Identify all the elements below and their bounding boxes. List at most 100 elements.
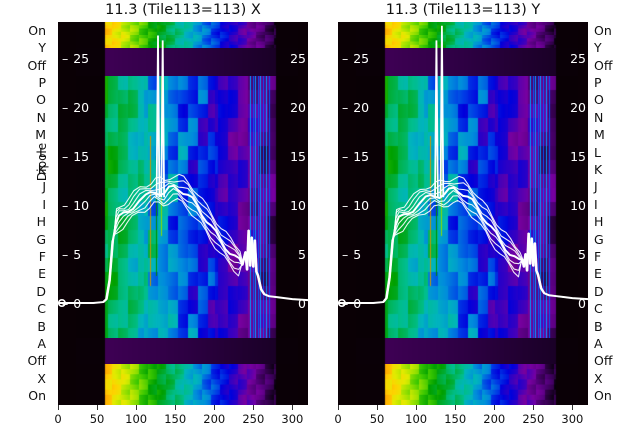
category-axis-right: On Y Off P O N M L K J I H G F E D C B A Off X On bbox=[590, 22, 626, 405]
inner-ytick-right-10: 10 bbox=[570, 198, 586, 213]
panel-right-margin bbox=[578, 22, 588, 405]
heat-strip-gap bbox=[338, 338, 588, 364]
panel-left-margin bbox=[338, 22, 356, 405]
panel-title-y: 11.3 (Tile113=113) Y bbox=[385, 2, 541, 18]
x-tick-label-50: 50 bbox=[89, 412, 105, 426]
inner-ytick-left-15: – 15 bbox=[62, 149, 90, 164]
overlay-trace bbox=[58, 193, 308, 304]
inner-ytick-left-5: – 5 bbox=[62, 247, 82, 262]
overlay-trace bbox=[58, 197, 308, 304]
x-tick-label-50: 50 bbox=[369, 412, 385, 426]
inner-ytick-left-25: – 25 bbox=[342, 51, 370, 66]
x-tick-100 bbox=[136, 405, 138, 410]
category-tick-right-on-21: On bbox=[594, 388, 612, 404]
category-tick-left-y-1: Y bbox=[38, 40, 46, 56]
inner-ytick-left-5: – 5 bbox=[342, 247, 362, 262]
category-tick-right-c-16: C bbox=[594, 301, 603, 317]
overlay-curve bbox=[58, 35, 308, 307]
category-axis-left: On Y Off P O N M L K J I H G F E D C B A Off X On bbox=[14, 22, 50, 405]
category-tick-right-i-10: I bbox=[594, 196, 598, 212]
x-tick-label-200: 200 bbox=[203, 412, 226, 426]
heatmap-panel-y[interactable]: – 0 0– 5 5– 10 10– 15 15– 20 20– 25 25 bbox=[338, 22, 588, 405]
x-tick-50 bbox=[377, 405, 379, 410]
category-tick-right-k-8: K bbox=[594, 161, 603, 177]
category-tick-right-o-4: O bbox=[594, 92, 604, 108]
heat-strip bbox=[58, 364, 308, 405]
category-tick-left-g-12: G bbox=[36, 231, 46, 247]
x-tick-label-150: 150 bbox=[164, 412, 187, 426]
category-tick-left-l-7: L bbox=[39, 144, 46, 160]
overlay-curve bbox=[338, 25, 588, 307]
x-tick-300 bbox=[572, 405, 574, 410]
x-tick-200 bbox=[214, 405, 216, 410]
category-tick-right-p-3: P bbox=[594, 74, 602, 90]
x-axis-panel-y: 0 50 100 150 200 250 300 bbox=[334, 405, 588, 439]
category-tick-left-e-14: E bbox=[38, 266, 46, 282]
x-tick-label-250: 250 bbox=[522, 412, 545, 426]
category-tick-left-x-20: X bbox=[37, 370, 46, 386]
x-tick-label-300: 300 bbox=[561, 412, 584, 426]
inner-ytick-right-10: 10 bbox=[290, 198, 306, 213]
heat-strip-gap bbox=[58, 338, 308, 364]
overlay-spike bbox=[439, 25, 445, 198]
x-tick-label-250: 250 bbox=[242, 412, 265, 426]
x-tick-300 bbox=[292, 405, 294, 410]
category-tick-right-on-0: On bbox=[594, 22, 612, 38]
category-tick-right-a-18: A bbox=[594, 336, 603, 352]
overlay-trace bbox=[338, 195, 588, 304]
overlay-spike bbox=[155, 35, 161, 198]
x-tick-50 bbox=[97, 405, 99, 410]
category-tick-left-a-18: A bbox=[37, 336, 46, 352]
x-tick-200 bbox=[494, 405, 496, 410]
category-tick-left-c-16: C bbox=[37, 301, 46, 317]
x-tick-150 bbox=[455, 405, 457, 410]
heatmap-panel-x[interactable]: – 0 0– 5 5– 10 10– 15 15– 20 20– 25 25 bbox=[58, 22, 308, 405]
heat-strip-gap bbox=[338, 48, 588, 76]
category-tick-right-off-2: Off bbox=[594, 57, 613, 73]
x-tick-label-100: 100 bbox=[405, 412, 428, 426]
category-tick-left-o-4: O bbox=[36, 92, 46, 108]
category-tick-left-m-6: M bbox=[35, 127, 46, 143]
category-tick-left-i-10: I bbox=[42, 196, 46, 212]
x-tick-0 bbox=[58, 405, 59, 410]
inner-ytick-right-0: 0 bbox=[298, 296, 306, 311]
inner-ytick-left-25: – 25 bbox=[62, 51, 90, 66]
heat-strip-gap bbox=[58, 48, 308, 76]
baseline-marker bbox=[58, 299, 66, 307]
inner-ytick-right-25: 25 bbox=[290, 51, 306, 66]
category-tick-left-j-9: J bbox=[42, 179, 46, 195]
inner-ytick-right-15: 15 bbox=[570, 149, 586, 164]
category-tick-right-y-1: Y bbox=[594, 40, 602, 56]
inner-ytick-right-5: 5 bbox=[298, 247, 306, 262]
category-tick-right-off-19: Off bbox=[594, 353, 613, 369]
panel-title-x: 11.3 (Tile113=113) X bbox=[105, 2, 261, 18]
category-tick-right-x-20: X bbox=[594, 370, 603, 386]
heat-strip bbox=[338, 22, 588, 48]
x-tick-250 bbox=[533, 405, 535, 410]
category-tick-left-b-17: B bbox=[37, 318, 46, 334]
x-tick-100 bbox=[416, 405, 418, 410]
overlay-spike bbox=[434, 40, 439, 198]
panel-left-margin bbox=[58, 22, 76, 405]
inner-ytick-right-20: 20 bbox=[570, 100, 586, 115]
baseline-marker bbox=[338, 299, 346, 307]
category-tick-left-k-8: K bbox=[37, 161, 46, 177]
inner-ytick-left-15: – 15 bbox=[342, 149, 370, 164]
overlay-trace bbox=[338, 175, 588, 304]
category-tick-left-on-0: On bbox=[28, 22, 46, 38]
overlay-trace bbox=[58, 188, 308, 304]
x-tick-label-200: 200 bbox=[483, 412, 506, 426]
category-tick-right-h-11: H bbox=[594, 214, 604, 230]
x-tick-label-0: 0 bbox=[334, 412, 342, 426]
category-tick-left-h-11: H bbox=[36, 214, 46, 230]
category-tick-right-e-14: E bbox=[594, 266, 602, 282]
x-tick-0 bbox=[338, 405, 339, 410]
heat-strip bbox=[58, 22, 308, 48]
x-tick-label-150: 150 bbox=[444, 412, 467, 426]
x-tick-label-100: 100 bbox=[125, 412, 148, 426]
inner-ytick-left-10: – 10 bbox=[342, 198, 370, 213]
x-tick-label-300: 300 bbox=[281, 412, 304, 426]
category-tick-left-p-3: P bbox=[38, 74, 46, 90]
overlay-spike bbox=[160, 40, 165, 198]
